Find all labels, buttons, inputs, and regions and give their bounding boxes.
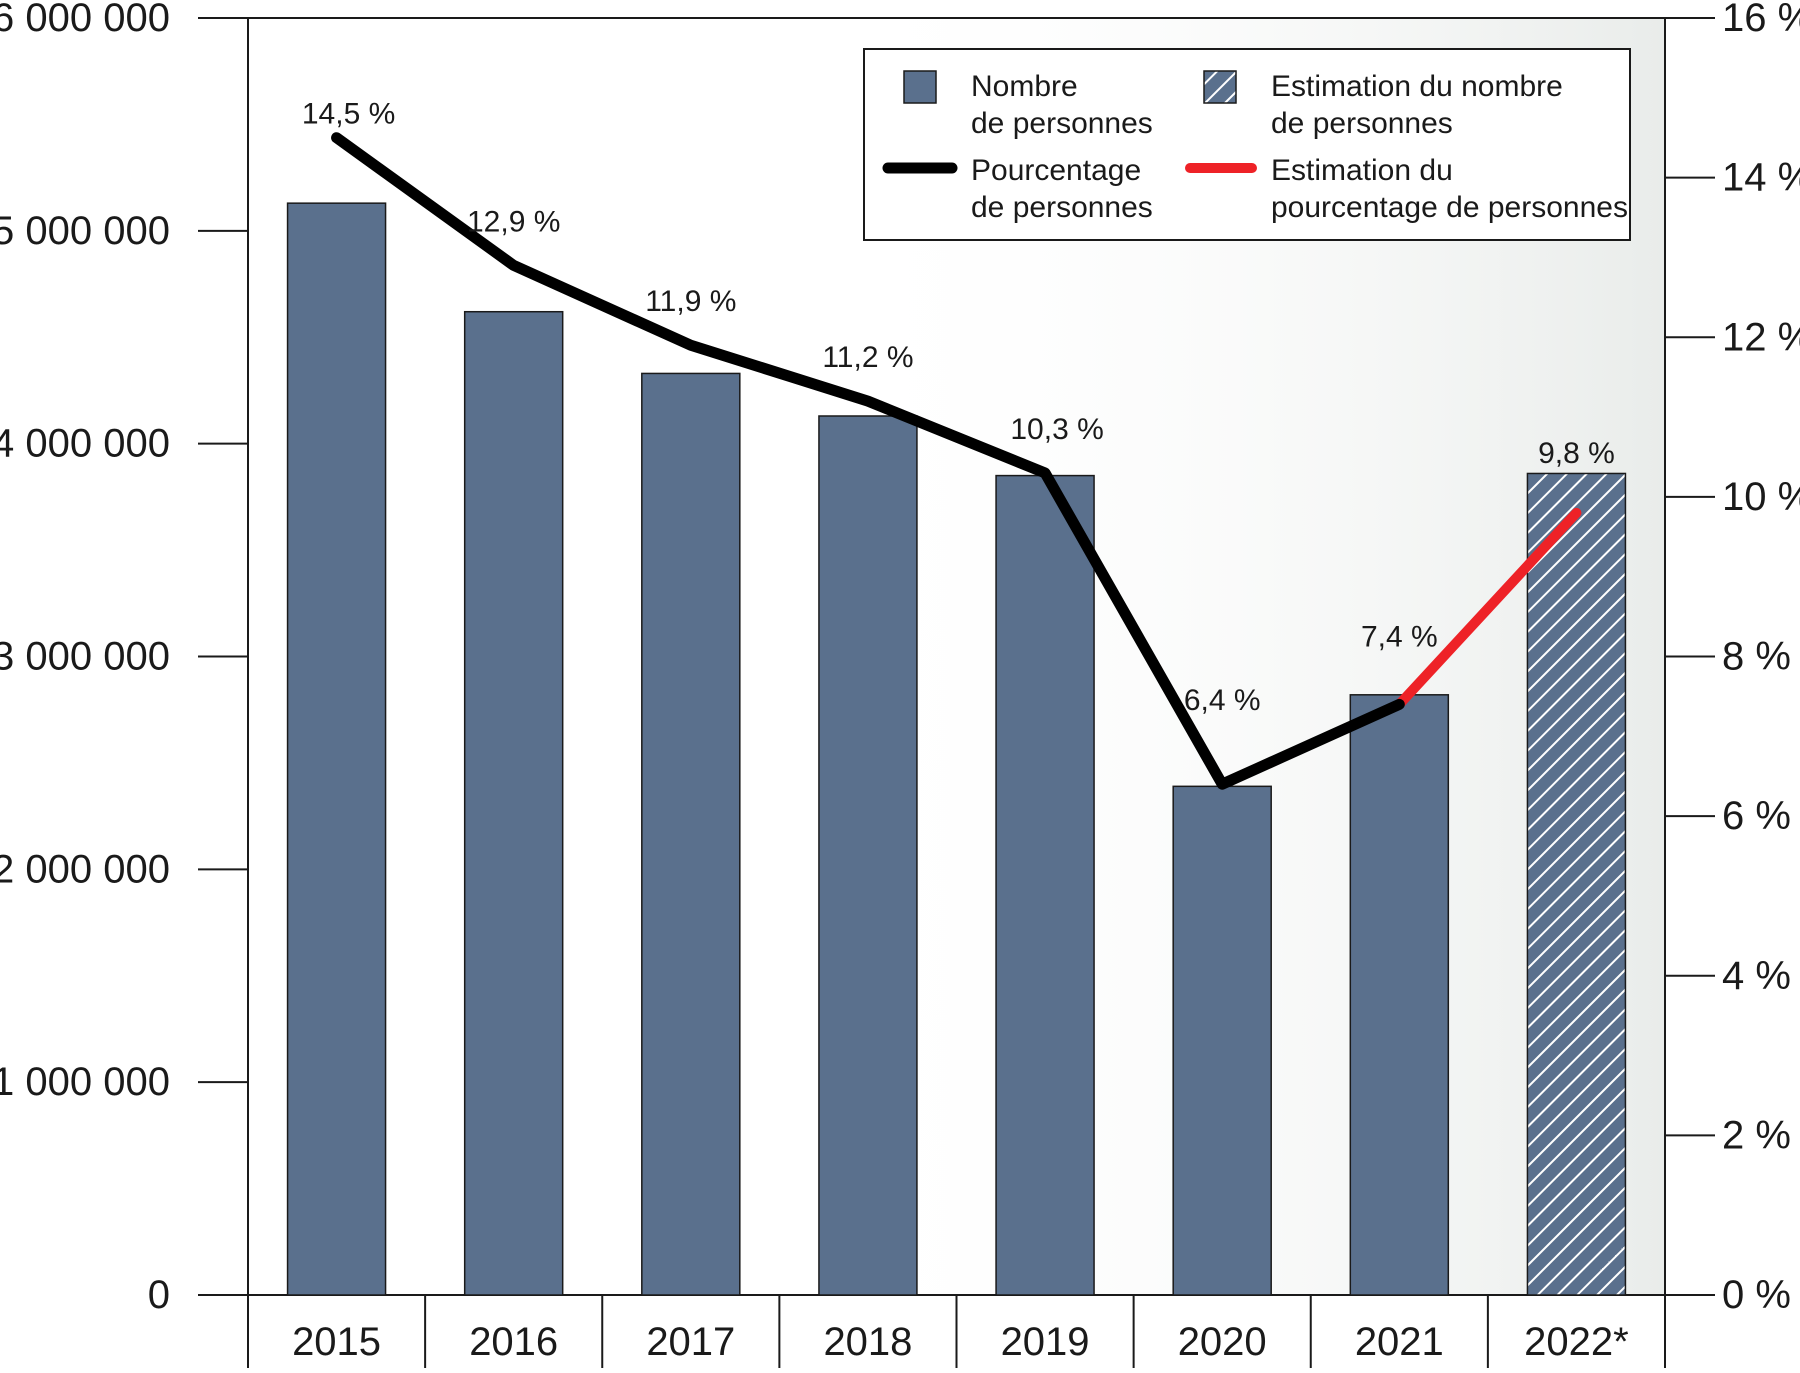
bar [1172,785,1272,1296]
x-tick-label: 2016 [469,1320,558,1364]
bar [818,415,918,1296]
y-left-tick-label: 1 000 000 [0,1060,170,1104]
data-label: 6,4 % [1184,684,1261,717]
bar [463,310,564,1296]
bar [286,202,387,1296]
data-label: 12,9 % [467,205,560,238]
y-left-tick-label: 0 [148,1273,170,1317]
x-tick-label: 2022* [1524,1320,1629,1364]
y-right-tick-label: 16 % [1722,0,1800,40]
x-tick-label: 2020 [1178,1320,1267,1364]
x-tick-label: 2015 [292,1320,381,1364]
y-right-tick-label: 10 % [1722,475,1800,519]
bar [641,372,741,1296]
x-tick-label: 2021 [1355,1320,1444,1364]
bar [1349,694,1450,1296]
legend-label-bar-estimate: Estimation du nombre [1271,70,1563,103]
legend-swatch-bar [903,70,937,104]
data-label: 11,2 % [822,341,913,374]
y-right-tick-label: 0 % [1722,1273,1791,1317]
y-right-tick-label: 14 % [1722,156,1800,200]
legend-box [863,48,1631,241]
y-right-tick-label: 4 % [1722,954,1791,998]
legend-label-bar: de personnes [971,107,1153,140]
y-left-tick-label: 4 000 000 [0,422,170,466]
bar-estimate [1526,472,1627,1296]
data-label: 10,3 % [1010,413,1103,446]
x-tick-label: 2018 [823,1320,912,1364]
y-right-tick-label: 2 % [1722,1113,1791,1157]
legend: Nombre de personnes Estimation du nombre de… [863,48,1631,241]
legend-label-line: Pourcentage [971,154,1141,187]
data-label: 14,5 % [302,98,395,131]
data-label: 7,4 % [1361,620,1438,653]
legend-swatch-bar-estimate [1203,70,1237,104]
data-label: 11,9 % [645,285,736,318]
data-label: 9,8 % [1538,437,1615,470]
line-series-estimate [1394,507,1582,710]
legend-label-line: de personnes [971,191,1153,224]
y-left-tick-label: 5 000 000 [0,209,170,253]
y-left-tick-label: 3 000 000 [0,635,170,679]
x-tick-label: 2019 [1001,1320,1090,1364]
x-tick-label: 2017 [646,1320,735,1364]
bar [995,474,1095,1296]
y-right-tick-label: 12 % [1722,315,1800,359]
y-left-tick-label: 6 000 000 [0,0,170,40]
y-left-tick-label: 2 000 000 [0,847,170,891]
y-right-tick-label: 8 % [1722,635,1791,679]
legend-label-bar-estimate: de personnes [1271,107,1453,140]
y-right-tick-label: 6 % [1722,794,1791,838]
line-series [331,132,1405,790]
legend-label-line-estimate: pourcentage de personnes [1271,191,1628,224]
legend-label-line-estimate: Estimation du [1271,154,1453,187]
legend-label-bar: Nombre [971,70,1078,103]
